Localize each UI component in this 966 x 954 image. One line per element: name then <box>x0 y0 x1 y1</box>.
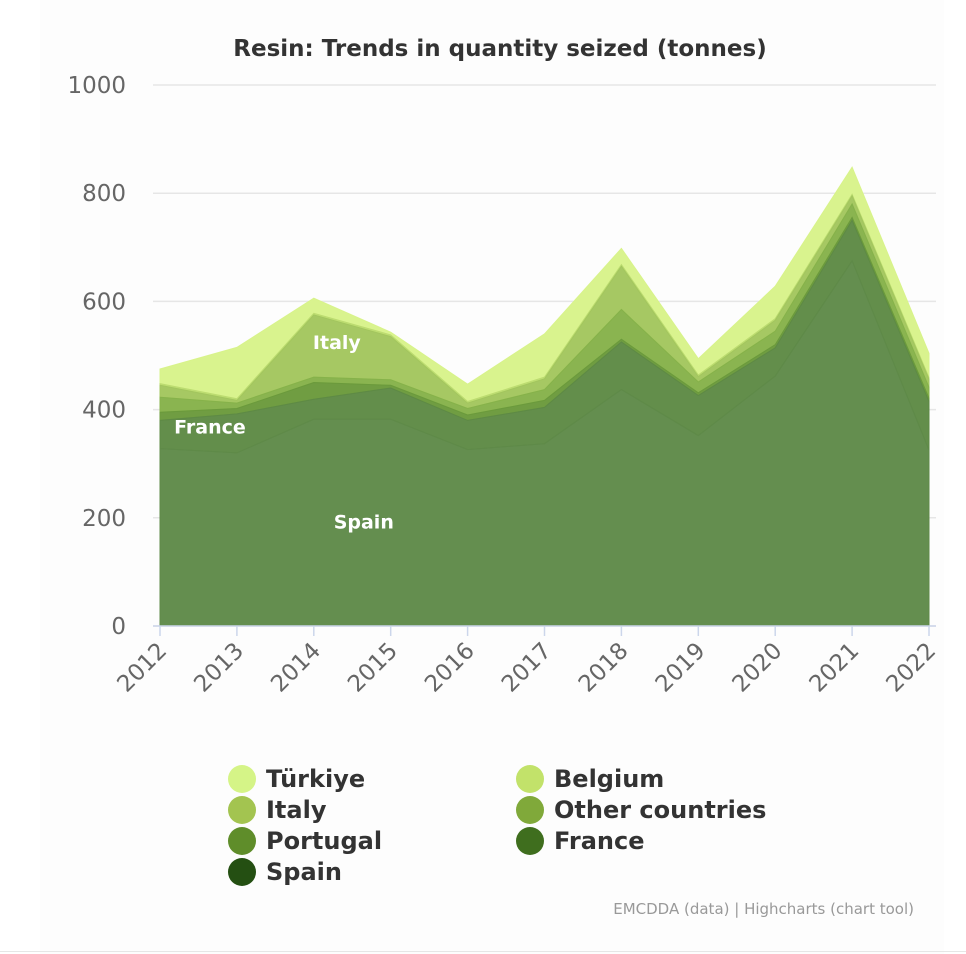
chart-plot: 0 200 400 600 800 1000 2012 2013 2014 2015 2016 201… <box>67 73 941 698</box>
legend-swatch-other-countries <box>516 796 544 824</box>
x-tick-label: 2015 <box>343 638 403 698</box>
y-tick-label: 200 <box>82 506 126 532</box>
legend-swatch-france <box>516 827 544 855</box>
x-tick-label: 2021 <box>805 638 865 698</box>
x-tick-label: 2013 <box>189 638 249 698</box>
legend-swatch-belgium <box>516 765 544 793</box>
y-tick-label: 0 <box>111 614 126 640</box>
legend-swatch-spain <box>228 858 256 886</box>
chart-credits[interactable]: EMCDDA (data) | Highcharts (chart tool) <box>613 900 914 918</box>
bottom-divider <box>0 951 966 952</box>
y-tick-label: 400 <box>82 398 126 424</box>
legend-label: Other countries <box>554 796 767 824</box>
legend-item-italy[interactable]: Italy <box>228 795 326 825</box>
y-tick-label: 1000 <box>67 73 126 99</box>
legend-item-portugal[interactable]: Portugal <box>228 826 382 856</box>
area-label-spain: Spain <box>334 512 394 534</box>
area-series-group <box>159 166 930 627</box>
y-tick-label: 800 <box>82 181 126 207</box>
x-tick-label: 2014 <box>266 638 326 698</box>
chart-title: Resin: Trends in quantity seized (tonnes… <box>233 36 767 62</box>
chart-container: Resin: Trends in quantity seized (tonnes… <box>40 0 944 954</box>
x-tick-label: 2022 <box>881 638 941 698</box>
legend-item-turkiye[interactable]: Türkiye <box>228 764 365 794</box>
legend-label: Spain <box>266 858 342 886</box>
area-label-france: France <box>174 416 246 438</box>
legend-swatch-italy <box>228 796 256 824</box>
x-tick-label: 2020 <box>728 638 788 698</box>
legend-label: Portugal <box>266 827 383 855</box>
x-tick-label: 2016 <box>420 638 480 698</box>
y-tick-label: 600 <box>82 289 126 315</box>
legend-item-spain[interactable]: Spain <box>228 857 342 887</box>
legend-item-other-countries[interactable]: Other countries <box>516 795 766 825</box>
legend-item-france[interactable]: France <box>516 826 644 856</box>
x-tick-label: 2018 <box>574 638 634 698</box>
legend-label: Italy <box>266 796 327 824</box>
legend-label: France <box>554 827 645 855</box>
x-tick-label: 2012 <box>112 638 172 698</box>
legend-swatch-portugal <box>228 827 256 855</box>
area-label-italy: Italy <box>313 332 361 354</box>
x-tick-label: 2017 <box>497 638 557 698</box>
legend-swatch-turkiye <box>228 765 256 793</box>
legend-item-belgium[interactable]: Belgium <box>516 764 664 794</box>
legend-label: Türkiye <box>266 765 366 793</box>
x-tick-label: 2019 <box>651 638 711 698</box>
legend-label: Belgium <box>554 765 665 793</box>
